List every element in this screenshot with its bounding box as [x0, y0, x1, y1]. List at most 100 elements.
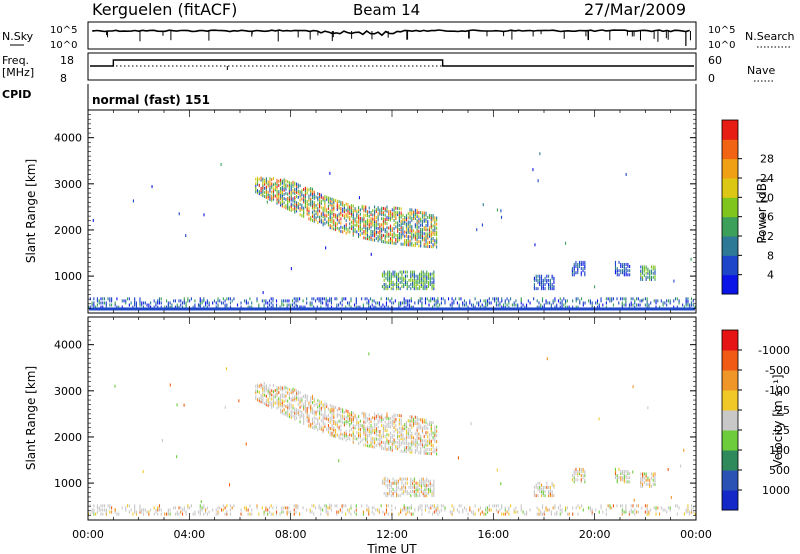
echo-cell: [621, 504, 623, 508]
echo-cell: [384, 426, 386, 430]
echo-cell: [290, 303, 292, 307]
echo-cell: [664, 508, 666, 512]
echo-cell: [630, 301, 632, 305]
echo-cell: [303, 208, 305, 212]
echo-cell: [487, 510, 489, 514]
echo-cell: [266, 200, 268, 204]
echo-cell: [288, 406, 290, 410]
echo-cell: [347, 230, 349, 234]
echo-cell: [323, 504, 325, 508]
echo-cell: [336, 421, 338, 425]
echo-cell: [640, 269, 642, 273]
echo-cell: [582, 303, 584, 307]
echo-cell: [358, 442, 360, 446]
echo-cell: [297, 396, 299, 400]
echo-cell: [313, 194, 315, 198]
echo-cell: [429, 490, 431, 494]
echo-cell: [315, 205, 317, 209]
echo-cell: [389, 417, 392, 421]
echo-cell: [548, 494, 550, 498]
echo-cell: [258, 305, 260, 309]
echo-cell: [324, 412, 326, 416]
echo-cell: [347, 211, 349, 215]
echo-cell: [414, 415, 416, 419]
echo-cell: [308, 211, 310, 215]
echo-cell: [392, 285, 394, 289]
echo-cell: [295, 184, 298, 188]
echo-cell: [654, 265, 656, 269]
echo-cell: [425, 424, 427, 428]
echo-cell: [306, 191, 308, 195]
echo-cell: [308, 207, 310, 211]
echo-cell: [264, 190, 266, 194]
echo-cell: [390, 490, 392, 494]
echo-cell: [98, 301, 100, 305]
echo-cell: [352, 229, 354, 233]
echo-cell: [212, 508, 214, 512]
echo-cell: [402, 222, 404, 226]
echo-cell: [292, 396, 294, 400]
echo-cell: [352, 223, 354, 227]
echo-cell: [549, 492, 551, 496]
echo-cell: [167, 301, 169, 305]
echo-cell: [267, 403, 269, 407]
echo-cell: [396, 487, 398, 491]
echo-cell: [304, 192, 306, 196]
echo-cell: [331, 427, 333, 431]
echo-cell: [370, 231, 372, 235]
echo-cell: [556, 512, 558, 516]
echo-cell: [153, 299, 155, 303]
echo-cell: [297, 297, 299, 301]
echo-cell: [265, 187, 267, 191]
echo-cell: [265, 400, 267, 404]
echo-cell: [400, 430, 402, 434]
echo-cell: [625, 510, 627, 514]
echo-cell: [432, 224, 434, 228]
echo-cell: [185, 512, 187, 516]
echo-cell: [405, 226, 408, 230]
echo-cell: [267, 389, 269, 393]
echo-cell: [411, 218, 413, 222]
echo-cell: [226, 305, 228, 309]
echo-cell: [199, 297, 201, 301]
echo-cell: [88, 512, 90, 516]
x-tick-label: 00:00: [680, 528, 712, 541]
echo-cell: [349, 222, 351, 226]
echo-cell: [381, 479, 383, 483]
echo-cell: [98, 506, 100, 510]
x-tick-label: 12:00: [376, 528, 408, 541]
echo-cell: [453, 506, 455, 510]
echo-cell: [540, 303, 542, 307]
echo-cell: [650, 301, 652, 305]
echo-cell: [139, 510, 141, 514]
echo-cell: [219, 299, 221, 303]
echo-cell: [389, 214, 392, 218]
echo-cell: [414, 241, 416, 245]
echo-cell: [255, 190, 257, 194]
echo-cell: [680, 464, 682, 468]
echo-cell: [620, 271, 622, 275]
echo-cell: [374, 431, 376, 435]
echo-cell: [269, 179, 271, 183]
echo-cell: [372, 221, 374, 225]
echo-cell: [349, 218, 351, 222]
echo-cell: [271, 401, 273, 405]
echo-cell: [533, 492, 535, 496]
echo-cell: [424, 494, 426, 498]
echo-cell: [262, 185, 264, 189]
echo-cell: [336, 199, 338, 203]
echo-cell: [537, 278, 539, 282]
echo-cell: [575, 262, 577, 266]
echo-cell: [417, 481, 419, 485]
echo-cell: [442, 504, 444, 508]
echo-cell: [96, 303, 98, 307]
echo-cell: [322, 415, 324, 419]
echo-cell: [313, 207, 315, 211]
echo-cell: [205, 303, 207, 307]
echo-cell: [388, 214, 390, 218]
echo-cell: [355, 506, 357, 510]
echo-cell: [625, 269, 627, 273]
echo-cell: [363, 207, 365, 211]
colorbar-tick-label: -100: [765, 384, 790, 397]
echo-cell: [420, 276, 422, 280]
